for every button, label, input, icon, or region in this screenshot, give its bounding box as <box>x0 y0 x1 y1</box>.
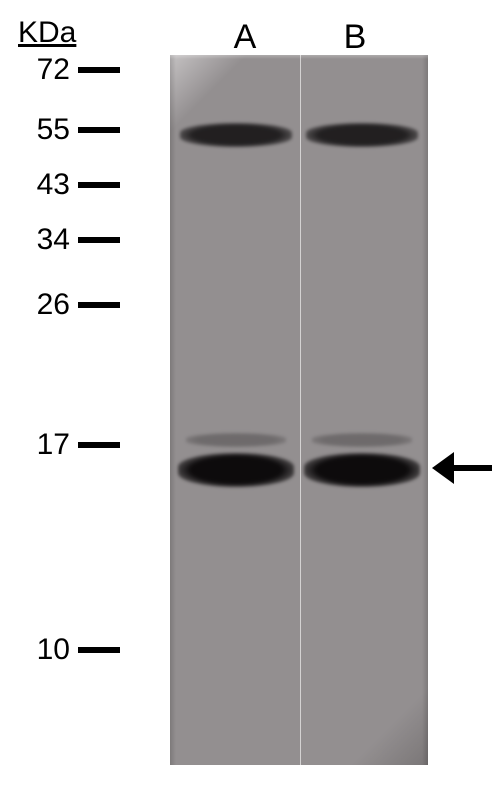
axis-tick-label: 72 <box>20 53 70 87</box>
axis-tick-mark <box>78 67 120 73</box>
blot-edge-top <box>170 55 428 59</box>
protein-band <box>180 123 292 147</box>
axis-tick-label: 55 <box>20 113 70 147</box>
arrow-shaft <box>448 465 492 471</box>
arrow-head-icon <box>432 452 454 484</box>
axis-tick-mark <box>78 302 120 308</box>
lane-label: B <box>340 18 370 57</box>
protein-band <box>306 123 418 147</box>
blot-figure: KDa 72 55 43 34 26 17 10 A B <box>0 0 503 800</box>
axis-tick-mark <box>78 237 120 243</box>
lane-label: A <box>230 18 260 57</box>
axis-tick-mark <box>78 127 120 133</box>
protein-band <box>312 433 412 447</box>
axis-tick-label: 10 <box>20 633 70 667</box>
blot-edge-left <box>170 55 176 765</box>
axis-unit-label: KDa <box>18 16 76 50</box>
axis-tick-label: 43 <box>20 168 70 202</box>
protein-band <box>178 453 294 487</box>
axis-tick-label: 34 <box>20 223 70 257</box>
protein-band <box>304 453 420 487</box>
axis-tick-mark <box>78 442 120 448</box>
axis-tick-label: 26 <box>20 288 70 322</box>
lane-divider <box>300 55 301 765</box>
axis-tick-mark <box>78 182 120 188</box>
blot-edge-right <box>422 55 428 765</box>
axis-tick-label: 17 <box>20 428 70 462</box>
protein-band <box>186 433 286 447</box>
blot-membrane <box>170 55 428 765</box>
axis-tick-mark <box>78 647 120 653</box>
